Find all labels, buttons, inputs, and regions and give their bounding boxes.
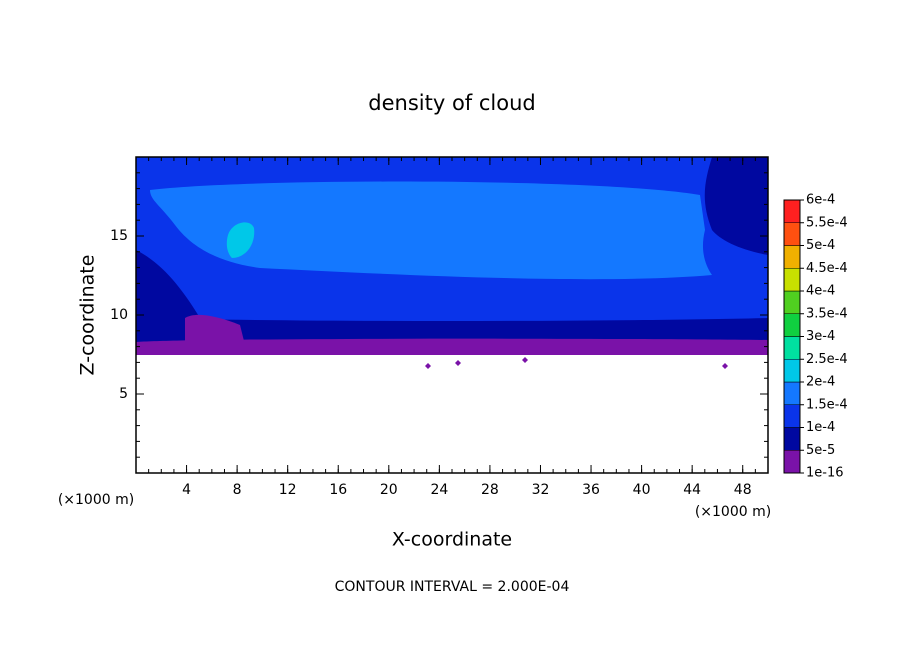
colorbar-label: 2.5e-4 <box>806 352 848 367</box>
x-tick-label: 40 <box>633 482 651 498</box>
contour-region <box>425 363 431 369</box>
colorbar-swatch <box>783 450 801 474</box>
contour-region <box>185 314 245 345</box>
colorbar-swatch <box>783 427 801 451</box>
y-axis-label: Z-coordinate <box>77 255 99 376</box>
colorbar-swatch <box>783 359 801 383</box>
x-tick-label: 36 <box>582 482 600 498</box>
colorbar-swatch <box>783 222 801 246</box>
colorbar-label: 6e-4 <box>806 193 835 208</box>
contour-region <box>455 360 461 366</box>
x-tick-label: 4 <box>182 482 191 498</box>
colorbar-swatch <box>783 268 801 292</box>
colorbar-label: 1.5e-4 <box>806 397 848 412</box>
contour-region <box>522 357 528 363</box>
colorbar-label: 1e-4 <box>806 420 835 435</box>
contour-region <box>150 181 712 280</box>
y-tick-label: 10 <box>110 307 128 323</box>
colorbar-label: 4.5e-4 <box>806 261 848 276</box>
colorbar-swatch <box>783 313 801 337</box>
footer: CONTOUR INTERVAL = 2.000E-04 <box>335 579 570 595</box>
x-tick-label: 32 <box>532 482 550 498</box>
colorbar-swatch <box>783 404 801 428</box>
x-unit: (×1000 m) <box>695 504 771 520</box>
contour-region <box>136 250 215 330</box>
colorbar-label: 5e-5 <box>806 443 835 458</box>
colorbar-label: 5.5e-4 <box>806 215 848 230</box>
y-tick-label: 15 <box>110 228 128 244</box>
contour-region <box>136 338 768 355</box>
x-tick-label: 16 <box>329 482 347 498</box>
colorbar-label: 4e-4 <box>806 284 835 299</box>
x-tick-label: 8 <box>233 482 242 498</box>
x-tick-label: 12 <box>279 482 297 498</box>
colorbar-swatch <box>783 245 801 269</box>
colorbar-label: 3.5e-4 <box>806 306 848 321</box>
colorbar-swatch <box>783 199 801 223</box>
x-tick-label: 44 <box>683 482 701 498</box>
colorbar-label: 3e-4 <box>806 329 835 344</box>
colorbar-swatch <box>783 336 801 360</box>
contour-region <box>226 222 255 258</box>
colorbar-swatch <box>783 381 801 405</box>
contour-region <box>598 349 604 355</box>
x-tick-label: 48 <box>734 482 752 498</box>
colorbar-frame <box>783 199 801 474</box>
y-tick-label: 5 <box>119 386 128 402</box>
x-axis-label: X-coordinate <box>392 529 512 551</box>
colorbar-label: 5e-4 <box>806 238 835 253</box>
chart-title: density of cloud <box>368 91 535 115</box>
x-tick-label: 28 <box>481 482 499 498</box>
x-tick-label: 24 <box>430 482 448 498</box>
contour-region <box>722 363 728 369</box>
colorbar-swatch <box>783 290 801 314</box>
contour-region <box>704 157 768 255</box>
colorbar-label: 2e-4 <box>806 375 835 390</box>
x-tick-label: 20 <box>380 482 398 498</box>
y-unit: (×1000 m) <box>58 492 134 508</box>
colorbar-label: 1e-16 <box>806 466 844 481</box>
